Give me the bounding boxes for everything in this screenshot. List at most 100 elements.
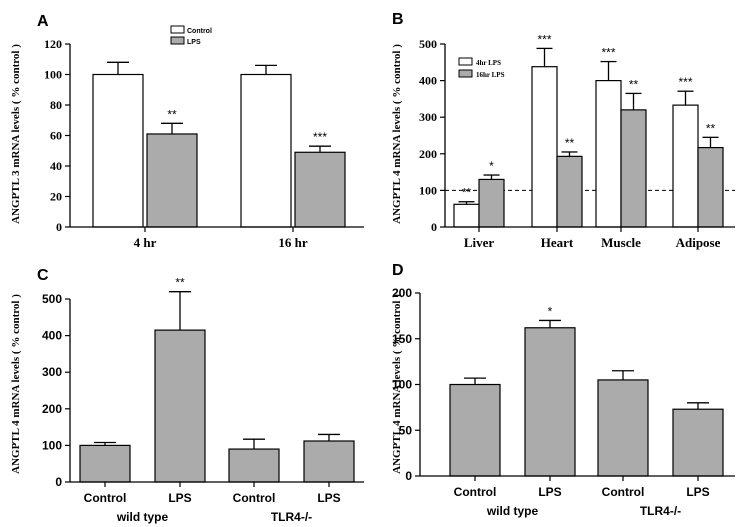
group-label: TLR4-/- <box>640 504 681 518</box>
x-category-label: Liver <box>464 235 495 250</box>
significance-marker: *** <box>601 46 615 60</box>
y-tick-label: 500 <box>42 292 62 306</box>
panel-a: A ANGPTL 3 mRNA levels ( % control ) 0 20… <box>10 13 364 250</box>
y-tick-label: 80 <box>50 98 62 112</box>
legend-label-16hr-lps: 16hr LPS <box>476 71 505 79</box>
y-tick-label: 400 <box>42 329 62 343</box>
legend-swatch-16hr-lps <box>458 69 473 78</box>
panel-c-ylabel: ANGPTL 4 mRNA levels ( % control ) <box>10 294 22 474</box>
legend-label-lps: LPS <box>187 39 201 46</box>
significance-marker: * <box>548 304 553 318</box>
y-tick-label: 0 <box>55 475 62 489</box>
significance-marker: ** <box>706 121 716 135</box>
bar <box>453 203 480 228</box>
panel-b-bars: ************* ***** <box>453 32 724 228</box>
x-category-label: LPS <box>538 485 561 499</box>
y-tick-label: 0 <box>431 220 437 234</box>
bar <box>531 66 558 228</box>
panel-a-y-axis: 0 20 40 60 80 100 120 <box>44 37 71 234</box>
x-category-label: Control <box>602 485 645 499</box>
y-tick-label: 50 <box>399 423 413 437</box>
bar <box>556 155 583 228</box>
significance-marker: ** <box>175 276 185 290</box>
significance-marker: ** <box>462 186 472 200</box>
panel-c: C ANGPTL 4 mRNA levels ( % control ) 0 10… <box>10 267 364 524</box>
significance-marker: ** <box>565 136 575 150</box>
x-category-label: Control <box>84 491 127 505</box>
legend-swatch-4hr-lps <box>458 57 473 66</box>
significance-marker: ** <box>167 107 177 121</box>
panel-d-bars: * <box>449 304 724 477</box>
panel-b-legend: 4hr LPS 16hr LPS <box>458 57 505 79</box>
x-category-label: 4 hr <box>134 235 157 250</box>
legend-label-4hr-lps: 4hr LPS <box>476 59 501 67</box>
bar <box>240 73 292 228</box>
significance-marker: *** <box>537 32 551 46</box>
y-tick-label: 0 <box>405 469 412 483</box>
bar <box>597 379 649 477</box>
bar <box>672 104 699 228</box>
bar <box>154 329 206 483</box>
legend-label-control: Control <box>187 28 212 35</box>
panel-d-y-axis: 0 50 100 150 200 <box>392 286 421 483</box>
legend-swatch-control <box>170 25 185 34</box>
panel-c-letter: C <box>37 267 49 284</box>
bar <box>672 408 724 477</box>
panel-d-x-axis: Control LPS Control LPS wild type TLR4-/- <box>420 475 735 518</box>
bar <box>79 444 131 483</box>
y-tick-label: 20 <box>50 190 62 204</box>
significance-marker: * <box>489 159 494 173</box>
bar <box>478 178 505 228</box>
y-tick-label: 200 <box>42 402 62 416</box>
y-tick-label: 100 <box>42 438 62 452</box>
panel-c-x-axis: Control LPS Control LPS wild type TLR4-/- <box>70 481 364 524</box>
x-category-label: LPS <box>317 491 340 505</box>
y-tick-label: 100 <box>44 68 62 82</box>
y-tick-label: 100 <box>392 378 412 392</box>
panel-d-ylabel: ANGPTL 4 mRNA levels ( % control ) <box>391 294 403 474</box>
bar <box>294 151 346 228</box>
legend-swatch-lps <box>170 36 185 45</box>
significance-marker: ** <box>629 77 639 91</box>
significance-marker: *** <box>678 75 692 89</box>
x-category-label: Control <box>233 491 276 505</box>
bar <box>697 146 724 228</box>
bar <box>303 440 355 483</box>
x-category-label: Muscle <box>601 235 641 250</box>
bar <box>524 327 576 477</box>
y-tick-label: 200 <box>392 286 412 300</box>
bar <box>146 133 198 228</box>
y-tick-label: 40 <box>50 159 62 173</box>
y-tick-label: 400 <box>419 74 437 88</box>
y-tick-label: 0 <box>56 220 62 234</box>
y-tick-label: 300 <box>419 110 437 124</box>
y-tick-label: 150 <box>392 332 412 346</box>
panel-b-x-axis: Liver Heart Muscle Adipose <box>445 226 735 250</box>
significance-marker: *** <box>313 130 327 144</box>
group-label: wild type <box>116 510 169 524</box>
panel-c-bars: ** <box>79 276 355 483</box>
y-tick-label: 60 <box>50 129 62 143</box>
x-category-label: LPS <box>686 485 709 499</box>
panel-c-y-axis: 0 100 200 300 400 500 <box>42 292 71 489</box>
y-tick-label: 200 <box>419 147 437 161</box>
panel-b-y-axis: 0 100 200 300 400 500 <box>419 37 446 234</box>
y-tick-label: 300 <box>42 365 62 379</box>
x-category-label: 16 hr <box>278 235 307 250</box>
y-tick-label: 100 <box>419 183 437 197</box>
x-category-label: Control <box>454 485 497 499</box>
bar <box>595 79 622 228</box>
bar <box>620 109 647 228</box>
x-category-label: Heart <box>541 235 574 250</box>
y-tick-label: 120 <box>44 37 62 51</box>
y-tick-label: 500 <box>419 37 437 51</box>
panel-d-letter: D <box>392 262 404 279</box>
panel-b-letter: B <box>392 11 404 28</box>
panel-a-x-axis: 4 hr 16 hr <box>70 226 364 250</box>
panel-a-legend: Control LPS <box>170 25 212 46</box>
bar <box>228 448 280 483</box>
panel-b-ylabel: ANGPTL 4 mRNA levels ( % control ) <box>391 44 403 224</box>
panel-a-letter: A <box>37 13 49 30</box>
x-category-label: Adipose <box>676 235 721 250</box>
